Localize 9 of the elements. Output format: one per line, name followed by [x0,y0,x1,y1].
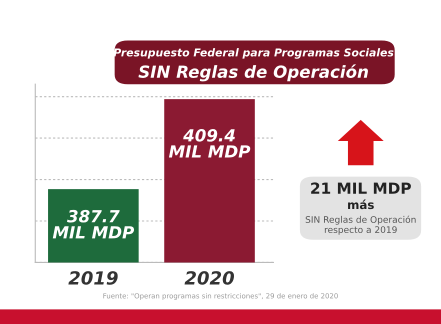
data-label: 387.7 MIL MDP [52,210,134,238]
x-tick-label: 2019 [68,271,118,285]
chart-subtitle: SIN Reglas de Operación [138,64,368,82]
text: 21 MIL MDP [311,182,411,194]
x-tick-label: 2020 [184,271,234,285]
text: más [348,200,374,210]
data-label: 409.4 MIL MDP [168,129,250,158]
text: SIN Reglas de Operación respecto a 2019 [306,216,416,235]
chart-title: Presupuesto Federal para Programas Sociales [114,48,394,59]
